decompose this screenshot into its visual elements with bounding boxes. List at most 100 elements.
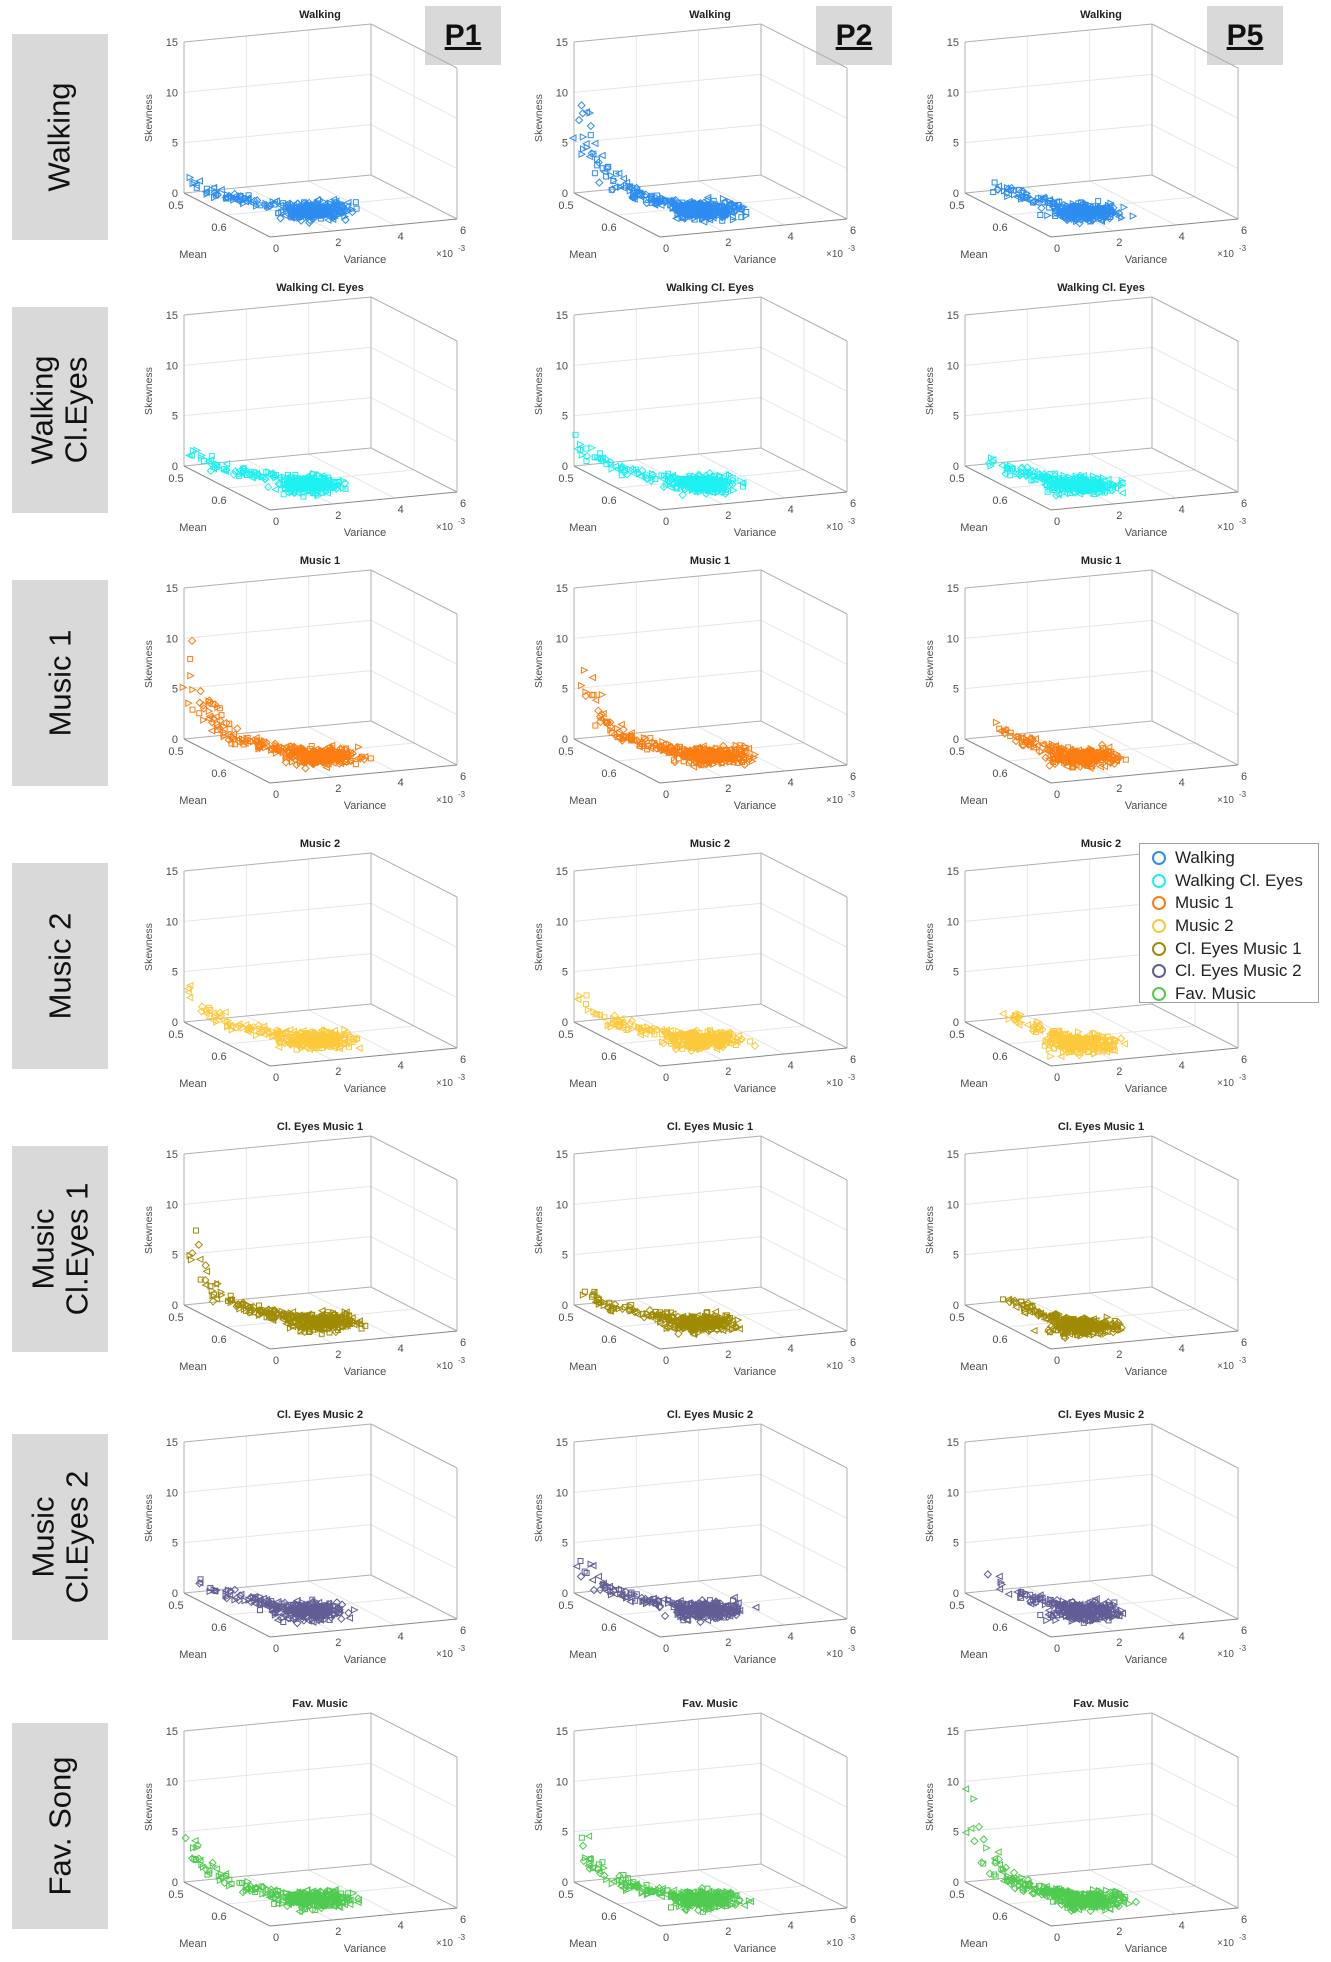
- data-point: [342, 757, 351, 766]
- data-point: [343, 745, 350, 752]
- x-axis-label: Variance: [734, 527, 777, 539]
- x-axis-label: Variance: [344, 527, 387, 539]
- axis-line-variance: [269, 218, 458, 238]
- data-point: [1106, 483, 1115, 493]
- gridline: [964, 619, 1153, 639]
- data-point: [998, 1009, 1007, 1018]
- data-point: [703, 209, 712, 218]
- data-point: [666, 475, 673, 482]
- data-point: [316, 1321, 323, 1328]
- data-point: [1088, 476, 1098, 485]
- data-point: [343, 202, 351, 211]
- data-point: [1010, 187, 1017, 194]
- data-point: [1061, 476, 1070, 486]
- data-point: [255, 1306, 264, 1315]
- data-point: [591, 696, 600, 704]
- data-point: [209, 1009, 217, 1017]
- data-point: [244, 1303, 253, 1313]
- data-point: [730, 486, 738, 495]
- data-point: [1088, 207, 1098, 216]
- box-edge: [964, 447, 1153, 467]
- data-point: [297, 1031, 306, 1040]
- z-axis-label: Skewness: [533, 367, 545, 415]
- data-point: [716, 472, 724, 480]
- x-exponent-label: ×10: [826, 249, 843, 260]
- data-point: [305, 218, 314, 227]
- data-point: [340, 203, 348, 212]
- x-tick-label: 4: [398, 504, 404, 516]
- data-point: [1040, 476, 1049, 486]
- z-axis-label: Skewness: [533, 640, 545, 688]
- data-point: [237, 470, 246, 478]
- data-point: [255, 743, 264, 753]
- data-point: [628, 465, 637, 474]
- data-point: [588, 673, 596, 682]
- data-point: [349, 1034, 358, 1043]
- data-point: [211, 185, 218, 192]
- data-point: [1087, 747, 1096, 756]
- data-point: [1029, 197, 1038, 207]
- box-edge: [760, 296, 848, 342]
- data-point: [314, 1033, 322, 1042]
- data-point: [343, 198, 352, 207]
- data-point: [1040, 194, 1048, 203]
- data-point: [700, 1033, 709, 1042]
- z-tick-label: 5: [172, 138, 178, 150]
- y-tick-label: 0.5: [168, 1029, 183, 1041]
- data-point: [346, 1031, 355, 1040]
- data-point: [719, 217, 726, 224]
- data-point: [211, 462, 220, 471]
- data-point: [320, 197, 328, 206]
- data-point: [704, 474, 713, 483]
- data-point: [319, 749, 328, 758]
- x-exponent-power: -3: [458, 1073, 466, 1082]
- x-tick-label: 2: [1116, 510, 1122, 522]
- data-point: [245, 1308, 254, 1317]
- data-point: [717, 1041, 726, 1049]
- box-edge: [760, 852, 848, 898]
- data-point: [230, 733, 239, 742]
- z-tick-label: 10: [947, 916, 959, 928]
- data-point: [340, 209, 348, 218]
- y-axis-label: Mean: [179, 1078, 207, 1090]
- data-point: [333, 205, 342, 214]
- x-tick-label: 0: [273, 1072, 279, 1084]
- data-point: [189, 179, 198, 188]
- data-point: [205, 1004, 212, 1011]
- x-tick-label: 6: [1241, 225, 1247, 237]
- data-point: [309, 204, 319, 214]
- data-point: [600, 168, 608, 176]
- z-axis-label: Skewness: [533, 923, 545, 971]
- data-point: [622, 733, 631, 742]
- data-point: [694, 470, 703, 479]
- data-point: [327, 199, 336, 208]
- data-point: [185, 699, 193, 707]
- data-point: [303, 472, 311, 480]
- axis-line-mean: [573, 1021, 661, 1067]
- data-point: [573, 995, 582, 1004]
- data-point: [712, 745, 719, 752]
- y-tick-label: 0.6: [211, 1334, 226, 1346]
- data-point: [689, 754, 698, 763]
- x-axis-label: Variance: [734, 800, 777, 812]
- data-point: [299, 207, 308, 216]
- data-point: [693, 485, 703, 494]
- data-point: [308, 482, 316, 491]
- data-point: [218, 712, 225, 719]
- data-point: [690, 744, 699, 754]
- data-point: [659, 737, 668, 746]
- data-point: [685, 746, 694, 755]
- data-point: [1100, 204, 1108, 212]
- data-point: [341, 215, 350, 225]
- data-series: [998, 1009, 1128, 1061]
- data-point: [196, 686, 205, 696]
- data-point: [201, 1261, 210, 1270]
- z-axis-label: Skewness: [143, 94, 155, 142]
- axis-line-variance: [269, 764, 458, 784]
- z-tick-label: 15: [947, 37, 959, 49]
- data-point: [1101, 755, 1111, 765]
- data-point: [246, 1023, 255, 1033]
- box-edge: [964, 23, 1153, 43]
- data-point: [662, 1026, 671, 1034]
- data-point: [328, 1310, 336, 1318]
